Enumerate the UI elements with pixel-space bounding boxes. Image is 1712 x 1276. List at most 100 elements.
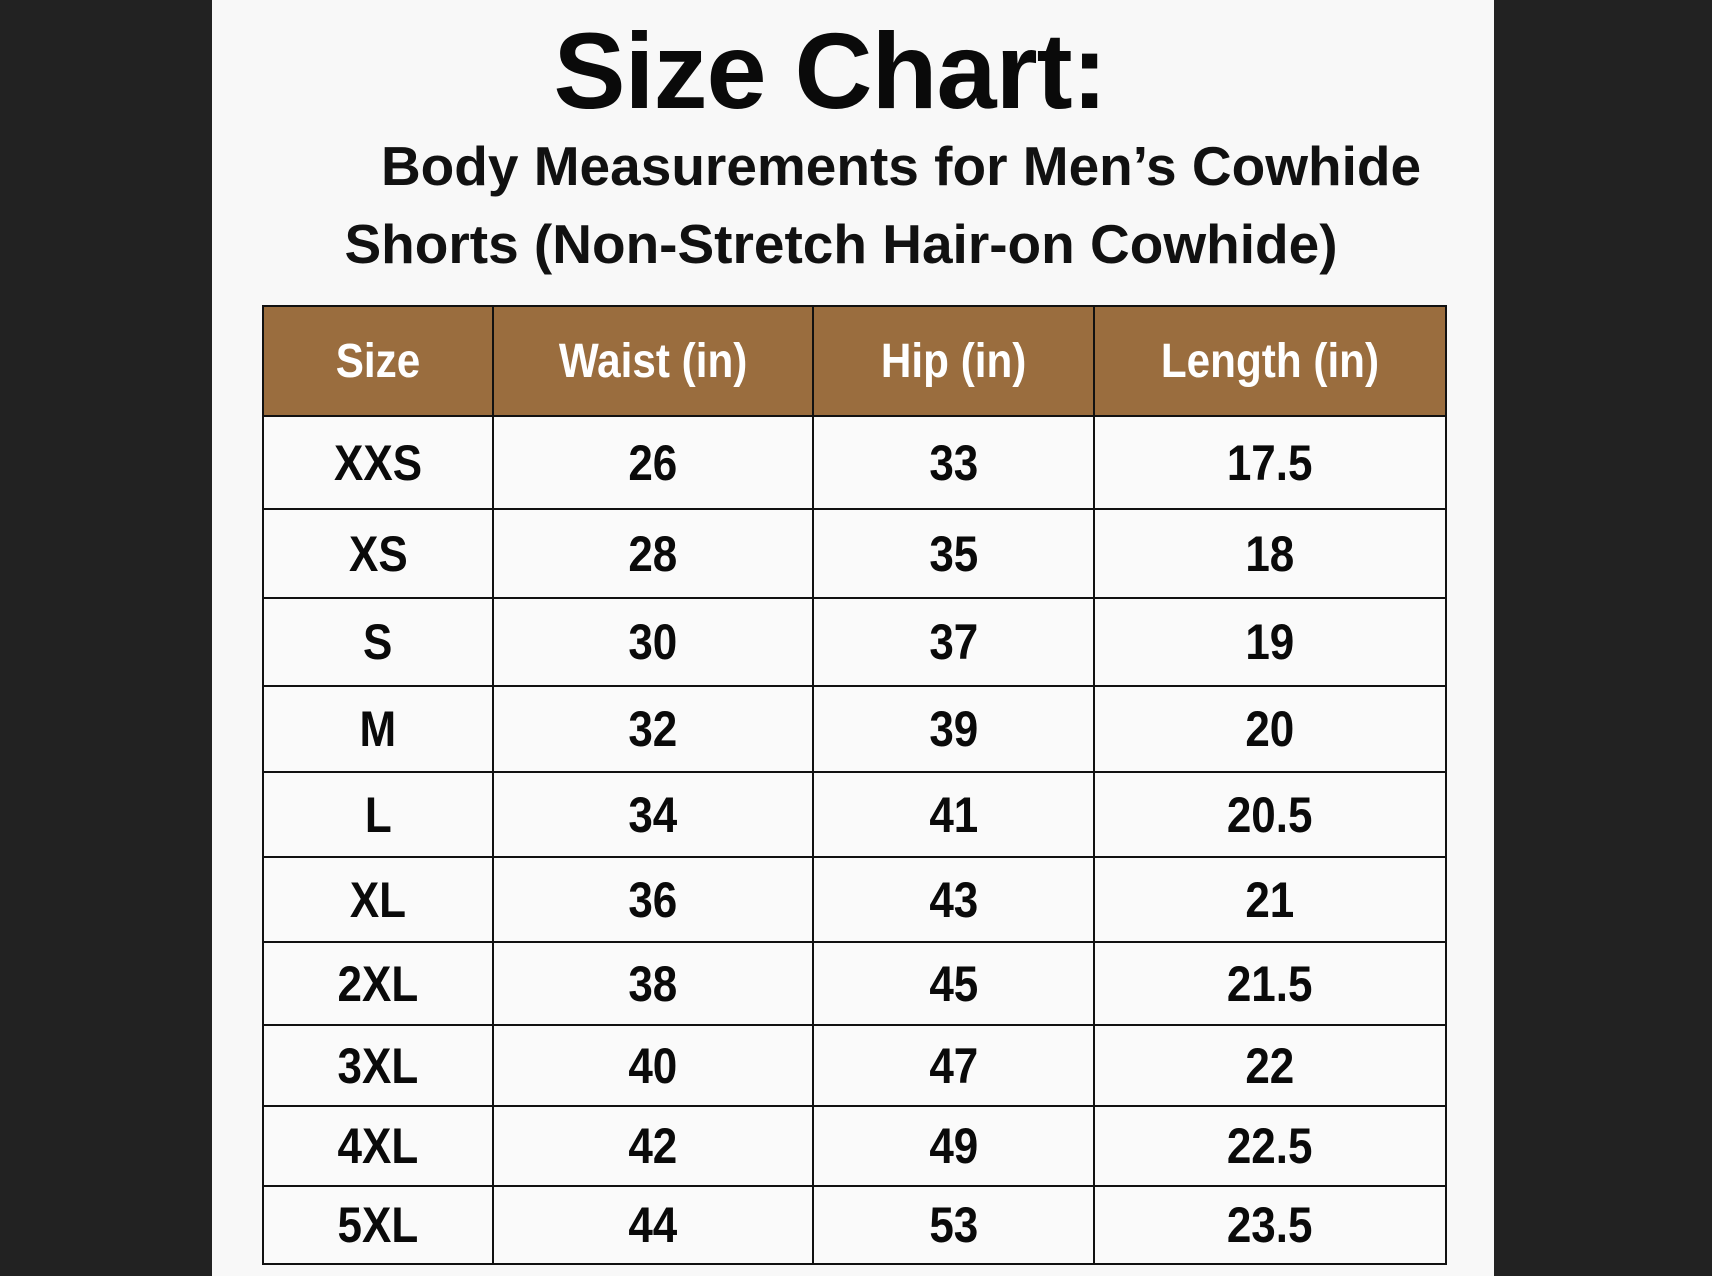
table-cell: 45 xyxy=(812,941,1095,1026)
table-cell: 43 xyxy=(812,856,1095,943)
column-header: Size xyxy=(262,305,494,417)
cell-value: 26 xyxy=(628,434,678,491)
table-row: 5XL 44 53 23.5 xyxy=(262,1185,1447,1265)
table-cell: 26 xyxy=(492,415,814,510)
table-row: 2XL 38 45 21.5 xyxy=(262,941,1447,1026)
cell-value: XS xyxy=(348,525,408,582)
table-row: M 32 39 20 xyxy=(262,685,1447,773)
cell-value: 32 xyxy=(628,701,678,757)
table-cell: 18 xyxy=(1093,508,1447,599)
table-cell: 33 xyxy=(812,415,1095,510)
table-cell: 22 xyxy=(1093,1024,1447,1107)
cell-value: 36 xyxy=(628,871,678,928)
table-cell: M xyxy=(262,685,494,773)
cell-value: 22.5 xyxy=(1227,1118,1313,1174)
cell-value: 19 xyxy=(1245,614,1295,670)
cell-value: XL xyxy=(349,871,407,928)
column-header-label: Waist (in) xyxy=(558,334,748,388)
subtitle-line-1: Body Measurements for Men’s Cowhide xyxy=(380,135,1422,197)
table-cell: XXS xyxy=(262,415,494,510)
cell-value: 30 xyxy=(628,614,678,670)
column-header-label: Length (in) xyxy=(1160,334,1380,388)
table-cell: 5XL xyxy=(262,1185,494,1265)
cell-value: 38 xyxy=(628,955,678,1012)
table-row: 3XL 40 47 22 xyxy=(262,1024,1447,1107)
cell-value: 2XL xyxy=(337,955,419,1012)
cell-value: 20 xyxy=(1245,701,1295,757)
cell-value: 44 xyxy=(628,1197,678,1253)
column-header-label: Size xyxy=(335,334,421,388)
cell-value: 28 xyxy=(628,525,678,582)
table-cell: 21 xyxy=(1093,856,1447,943)
cell-value: 33 xyxy=(929,434,978,491)
table-row: XS 28 35 18 xyxy=(262,508,1447,599)
cell-value: 47 xyxy=(929,1037,978,1094)
cell-value: 3XL xyxy=(337,1037,419,1094)
table-cell: 3XL xyxy=(262,1024,494,1107)
table-cell: 34 xyxy=(492,771,814,858)
cell-value: 5XL xyxy=(337,1197,419,1253)
table-cell: 2XL xyxy=(262,941,494,1026)
table-row: 4XL 42 49 22.5 xyxy=(262,1105,1447,1187)
cell-value: 22 xyxy=(1245,1037,1295,1094)
cell-value: S xyxy=(363,614,393,670)
column-header-label: Hip (in) xyxy=(880,334,1027,388)
subtitle-line-2: Shorts (Non-Stretch Hair-on Cowhide) xyxy=(344,213,1338,275)
table-cell: 40 xyxy=(492,1024,814,1107)
table-cell: XL xyxy=(262,856,494,943)
table-cell: 36 xyxy=(492,856,814,943)
size-table: Size Waist (in) Hip (in) Length (in) XXS 26 3… xyxy=(262,305,1447,1265)
table-cell: 53 xyxy=(812,1185,1095,1265)
table-cell: 37 xyxy=(812,597,1095,687)
cell-value: 39 xyxy=(929,701,978,757)
cell-value: 21.5 xyxy=(1227,955,1313,1012)
table-row: XXS 26 33 17.5 xyxy=(262,415,1447,510)
table-row: L 34 41 20.5 xyxy=(262,771,1447,858)
table-cell: 23.5 xyxy=(1093,1185,1447,1265)
table-cell: 19 xyxy=(1093,597,1447,687)
table-cell: 17.5 xyxy=(1093,415,1447,510)
table-row: S 30 37 19 xyxy=(262,597,1447,687)
cell-value: 37 xyxy=(929,614,978,670)
table-cell: XS xyxy=(262,508,494,599)
cell-value: 4XL xyxy=(337,1118,419,1174)
cell-value: 17.5 xyxy=(1227,434,1313,491)
table-cell: 32 xyxy=(492,685,814,773)
table-cell: 30 xyxy=(492,597,814,687)
table-cell: S xyxy=(262,597,494,687)
cell-value: 43 xyxy=(929,871,978,928)
cell-value: 20.5 xyxy=(1227,786,1313,843)
cell-value: 23.5 xyxy=(1227,1197,1313,1253)
table-header-row: Size Waist (in) Hip (in) Length (in) xyxy=(262,305,1447,417)
cell-value: L xyxy=(364,786,392,843)
cell-value: M xyxy=(359,701,397,757)
cell-value: 18 xyxy=(1245,525,1295,582)
cell-value: 42 xyxy=(628,1118,678,1174)
table-cell: 49 xyxy=(812,1105,1095,1187)
column-header: Waist (in) xyxy=(492,305,814,417)
table-cell: 47 xyxy=(812,1024,1095,1107)
table-cell: 38 xyxy=(492,941,814,1026)
cell-value: 21 xyxy=(1245,871,1295,928)
table-cell: 35 xyxy=(812,508,1095,599)
table-row: XL 36 43 21 xyxy=(262,856,1447,943)
cell-value: 53 xyxy=(929,1197,978,1253)
table-cell: 20.5 xyxy=(1093,771,1447,858)
cell-value: 35 xyxy=(929,525,978,582)
column-header: Hip (in) xyxy=(812,305,1095,417)
table-cell: 22.5 xyxy=(1093,1105,1447,1187)
cell-value: 45 xyxy=(929,955,978,1012)
table-cell: 20 xyxy=(1093,685,1447,773)
cell-value: 41 xyxy=(929,786,978,843)
table-cell: L xyxy=(262,771,494,858)
cell-value: XXS xyxy=(333,434,423,491)
table-cell: 21.5 xyxy=(1093,941,1447,1026)
table-cell: 44 xyxy=(492,1185,814,1265)
table-cell: 42 xyxy=(492,1105,814,1187)
cell-value: 40 xyxy=(628,1037,678,1094)
cell-value: 34 xyxy=(628,786,678,843)
column-header: Length (in) xyxy=(1093,305,1447,417)
table-cell: 4XL xyxy=(262,1105,494,1187)
table-cell: 39 xyxy=(812,685,1095,773)
cell-value: 49 xyxy=(929,1118,978,1174)
